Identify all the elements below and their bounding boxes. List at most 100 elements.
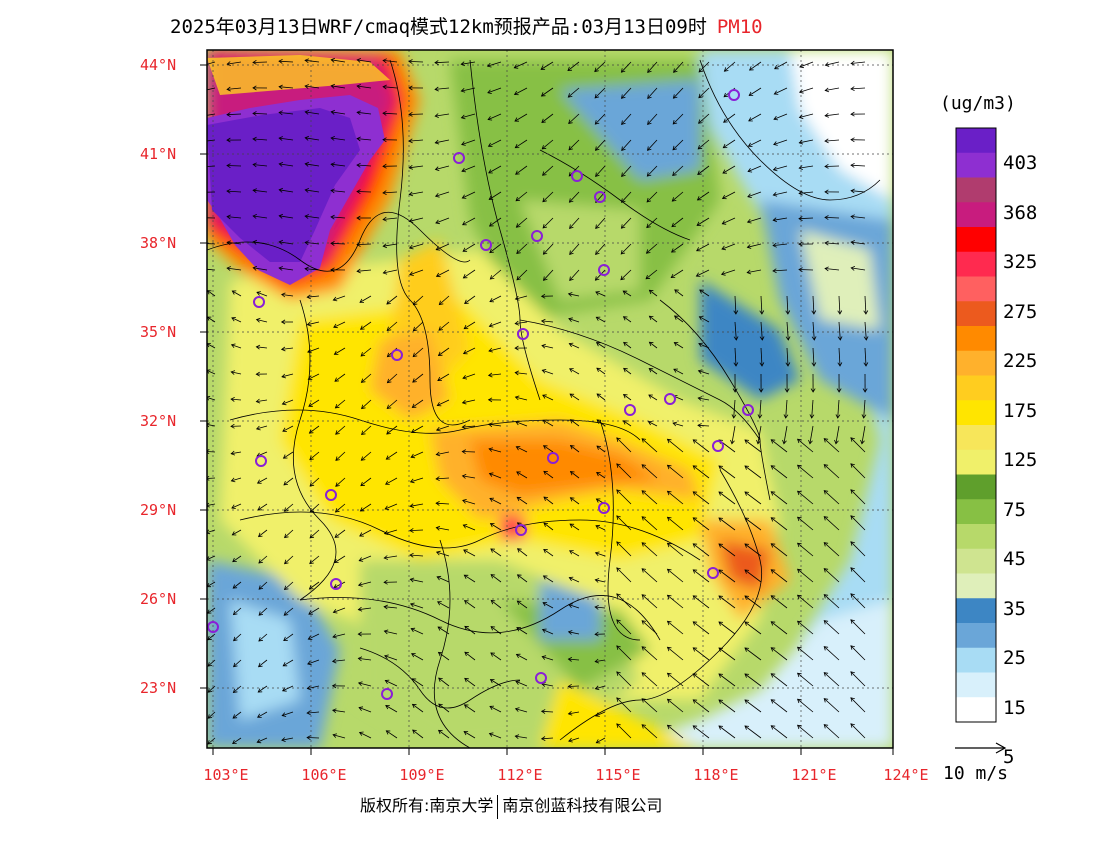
wind-vector: [462, 451, 476, 453]
wind-vector-head: [744, 491, 750, 496]
wind-vector-head: [308, 585, 314, 590]
wind-vector-head: [798, 114, 804, 120]
wind-vector-head: [620, 94, 626, 99]
colorbar-swatch: [956, 276, 996, 302]
wind-vector-head: [461, 399, 467, 405]
wind-vector-head: [595, 250, 600, 255]
wind-vector-head: [723, 67, 729, 72]
wind-vector: [595, 525, 606, 531]
wind-vector-head: [542, 197, 547, 203]
wind-vector-head: [489, 497, 495, 503]
wind-vector-head: [331, 683, 337, 689]
wind-vector-head: [540, 293, 546, 299]
wind-vector-head: [256, 291, 261, 296]
wind-vector: [667, 438, 684, 453]
wind-vector: [770, 621, 788, 635]
wind-vector-head: [359, 532, 364, 537]
wind-vector-head: [434, 193, 440, 198]
wind-vector-head: [257, 662, 263, 668]
wind-vector: [799, 191, 814, 194]
wind-vector: [542, 656, 554, 661]
wind-vector: [770, 491, 788, 505]
wind-vector-head: [308, 429, 314, 434]
wind-vector-head: [811, 310, 817, 315]
wind-vector-head: [595, 712, 600, 717]
wind-vector: [207, 633, 216, 641]
wind-vector-head: [385, 455, 391, 460]
wind-vector: [360, 477, 372, 487]
wind-vector-head: [770, 465, 776, 470]
wind-vector: [257, 685, 268, 693]
wind-vector-head: [411, 703, 417, 709]
wind-vector: [620, 269, 632, 280]
wind-vector: [439, 295, 450, 305]
wind-vector-head: [226, 163, 231, 169]
wind-vector: [233, 659, 242, 667]
wind-vector-head: [646, 146, 652, 151]
wind-vector-head: [797, 490, 802, 496]
wind-vector: [332, 633, 346, 638]
wind-vector: [334, 373, 346, 382]
wind-vector: [770, 465, 788, 479]
wind-vector-head: [824, 62, 830, 67]
wind-vector: [825, 87, 840, 91]
wind-vector-head: [744, 517, 750, 522]
wind-vector-head: [386, 326, 392, 332]
pollutant-label: PM10: [716, 16, 763, 38]
wind-vector-head: [797, 464, 802, 470]
wind-vector-head: [232, 557, 237, 563]
wind-vector-head: [620, 250, 626, 255]
wind-vector: [386, 730, 398, 739]
wind-vector: [696, 269, 710, 277]
wind-vector-head: [783, 414, 789, 419]
wind-vector: [334, 529, 346, 538]
wind-vector-head: [594, 578, 600, 583]
wind-vector: [413, 295, 424, 305]
wind-vector: [641, 620, 658, 635]
wind-vector: [667, 464, 684, 479]
wind-vector-head: [332, 708, 337, 714]
wind-vector-head: [462, 499, 467, 504]
wind-vector-head: [692, 647, 698, 652]
wind-vector-head: [672, 145, 677, 151]
station-marker: [707, 567, 719, 579]
wind-vector: [333, 321, 346, 328]
wind-vector-head: [823, 672, 829, 677]
wind-vector: [595, 606, 606, 609]
wind-vector: [595, 217, 606, 229]
wind-vector: [773, 191, 788, 196]
wind-vector-head: [784, 388, 790, 393]
wind-vector-head: [408, 59, 413, 64]
lon-label-109: 109°E: [399, 766, 445, 784]
wind-vector: [811, 399, 814, 419]
wind-vector-head: [809, 414, 815, 419]
wind-vector: [282, 659, 294, 667]
wind-vector-head: [386, 404, 392, 410]
wind-vector-head: [464, 677, 469, 683]
station-marker: [598, 502, 610, 514]
wind-vector-head: [411, 403, 417, 408]
wind-vector-head: [515, 420, 520, 426]
wind-vector-head: [438, 300, 444, 306]
wind-vector: [487, 87, 502, 94]
wind-vector: [672, 422, 684, 427]
wind-vector-head: [747, 168, 753, 173]
wind-vector: [825, 268, 840, 271]
wind-vector: [231, 451, 242, 455]
wind-vector-head: [409, 271, 414, 276]
wind-vector-head: [744, 595, 750, 600]
wind-vector: [568, 139, 580, 151]
wind-vector-head: [647, 94, 652, 99]
wind-vector-head: [824, 215, 829, 220]
wind-vector: [851, 216, 866, 219]
wind-vector-head: [383, 629, 389, 635]
wind-vector-head: [410, 453, 416, 459]
wind-vector-head: [540, 709, 546, 714]
wind-vector: [744, 595, 762, 609]
wind-vector: [207, 139, 216, 142]
wind-vector-head: [460, 114, 466, 120]
wind-vector: [718, 725, 736, 739]
wind-vector: [257, 503, 268, 511]
wind-vector: [436, 527, 450, 531]
wind-vector-head: [462, 247, 468, 252]
